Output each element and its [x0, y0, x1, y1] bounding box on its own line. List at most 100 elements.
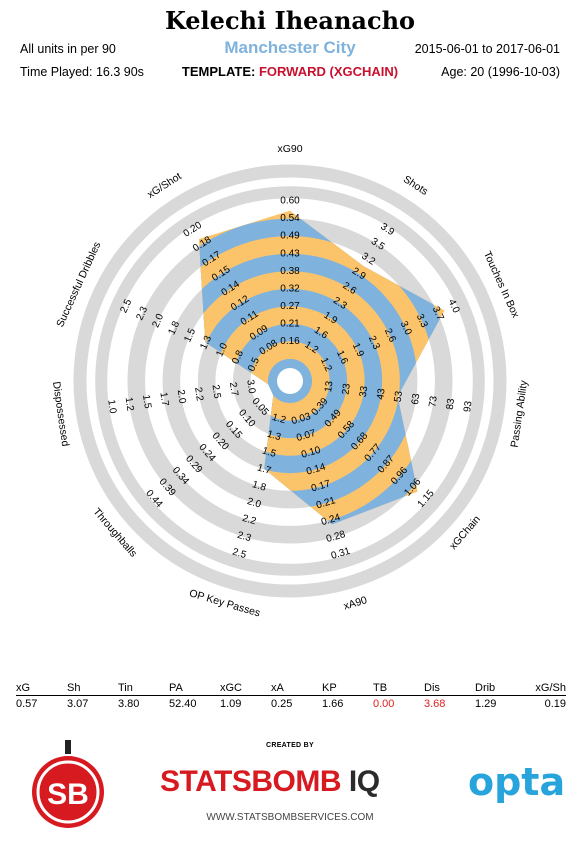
tick-label: 0.24	[320, 512, 342, 528]
axis-label: Passing Ability	[509, 379, 531, 448]
stat-value-xa: 0.25	[271, 697, 293, 710]
tick-label: 0.27	[280, 301, 300, 312]
stat-value-sh: 3.07	[67, 697, 89, 710]
tick-label: 0.32	[280, 283, 300, 294]
stat-value-kp: 1.66	[322, 697, 344, 710]
stat-header-xa: xA	[271, 681, 284, 694]
tick-label: 63	[410, 392, 423, 405]
statsbomb-sb-logo: SB	[32, 740, 104, 828]
tick-label: 0.16	[280, 336, 300, 347]
axis-label: Dispossessed	[50, 381, 71, 448]
tick-label: 0.38	[280, 266, 300, 277]
tick-label: 93	[462, 400, 475, 413]
tick-label: 2.0	[175, 389, 188, 405]
tick-label: 43	[375, 387, 388, 400]
stat-value-dis: 3.68	[424, 697, 446, 710]
stat-value-tin: 3.80	[118, 697, 140, 710]
tick-label: 1.2	[123, 396, 136, 412]
team-name: Manchester City	[224, 38, 356, 57]
tick-label: 3.3	[414, 312, 430, 330]
tick-label: 0.10	[300, 445, 322, 461]
tick-label: 0.31	[330, 546, 352, 562]
tick-label: 0.28	[325, 529, 347, 545]
tick-label: 1.5	[140, 394, 153, 410]
tick-label: 0.17	[310, 478, 332, 494]
stat-header-kp: KP	[322, 681, 337, 694]
player-name: Kelechi Iheanacho	[164, 6, 416, 35]
tick-label: 0.43	[280, 248, 300, 259]
tick-label: 2.5	[231, 547, 248, 562]
tick-label: 1.5	[182, 326, 198, 344]
axis-label: Shots	[401, 173, 430, 198]
tick-label: 0.07	[295, 428, 317, 444]
template-value: FORWARD (XGCHAIN)	[258, 64, 399, 79]
tick-label: 2.5	[119, 297, 135, 315]
stats-table: xG Sh Tin PA xGC xA KP TB Dis Drib xG/Sh 0.57 3.07 3…	[16, 680, 566, 711]
time-played: Time Played: 16.3 90s	[20, 65, 144, 79]
created-by-label: CREATED BY	[266, 742, 314, 749]
tick-label: 2.0	[246, 496, 263, 511]
tick-label: 2.2	[192, 386, 205, 402]
statsbomb-iq-logo: STATSBOMB IQ	[160, 765, 380, 799]
stat-header-tin: Tin	[118, 681, 133, 694]
axis-label: xA90	[342, 594, 369, 612]
stat-header-xg: xG	[16, 681, 31, 694]
stat-value-tb: 0.00	[373, 697, 395, 710]
tick-label: 73	[427, 395, 440, 408]
bomb-fuse	[65, 740, 71, 754]
tick-label: 2.5	[210, 384, 223, 400]
tick-label: 0.49	[280, 231, 300, 242]
tick-label: 2.6	[382, 327, 398, 345]
tick-label: 1.8	[166, 319, 182, 337]
tick-label: 1.5	[261, 445, 278, 460]
tick-label: 2.3	[236, 530, 253, 545]
tick-label: 53	[393, 390, 406, 403]
template-label: TEMPLATE:	[181, 64, 256, 79]
units-note: All units in per 90	[20, 42, 116, 56]
tick-label: 3.0	[398, 320, 414, 338]
tick-label: 1.9	[350, 341, 366, 359]
tick-label: 2.7	[227, 381, 240, 397]
tick-label: 0.14	[305, 461, 327, 477]
tick-label: 1.2	[318, 356, 334, 374]
tick-label: 2.3	[134, 305, 150, 323]
axis-label: xG90	[277, 143, 302, 155]
tick-label: 0.5	[246, 356, 262, 374]
tick-label: 13	[323, 380, 336, 393]
template-line: TEMPLATE: FORWARD (XGCHAIN)	[0, 64, 580, 79]
stat-value-drib: 1.29	[475, 697, 497, 710]
stat-header-pa: PA	[169, 681, 183, 694]
background-ring	[95, 186, 485, 576]
website-link[interactable]: WWW.STATSBOMBSERVICES.COM	[206, 812, 374, 823]
opta-logo: opta	[468, 760, 566, 804]
outer-ring	[73, 164, 507, 598]
tick-label: 0.8	[230, 348, 246, 366]
tick-label: 1.2	[271, 412, 288, 427]
tick-label: 0.60	[280, 196, 300, 207]
tick-label: 4.0	[446, 298, 462, 316]
tick-label: 2.0	[150, 312, 166, 330]
stat-value-pa: 52.40	[169, 697, 197, 710]
tick-label: 1.0	[105, 399, 118, 415]
bomb-ring	[36, 760, 100, 824]
stat-value-xg: 0.57	[16, 697, 38, 710]
stat-header-xgsh: xG/Sh	[535, 681, 566, 694]
tick-label: 1.7	[157, 391, 170, 407]
tick-label: 2.3	[366, 334, 382, 352]
tick-label: 1.3	[266, 429, 283, 444]
stat-header-xgc: xGC	[220, 681, 242, 694]
tick-label: 0.54	[280, 213, 300, 224]
stat-header-tb: TB	[373, 681, 388, 694]
brand-iq: IQ	[341, 765, 380, 798]
sb-logo-text: SB	[47, 778, 89, 811]
tick-label: 1.3	[198, 334, 214, 352]
stat-value-xgsh: 0.19	[544, 697, 566, 710]
tick-label: 0.21	[280, 319, 300, 330]
tick-label: 3.0	[244, 379, 257, 395]
stat-header-sh: Sh	[67, 681, 81, 694]
stats-header-row: xG Sh Tin PA xGC xA KP TB Dis Drib xG/Sh	[16, 680, 566, 696]
player-age: Age: 20 (1996-10-03)	[441, 65, 560, 79]
tick-label: 1.8	[251, 479, 268, 494]
tick-label: 1.0	[214, 341, 230, 359]
tick-label: 83	[445, 397, 458, 410]
